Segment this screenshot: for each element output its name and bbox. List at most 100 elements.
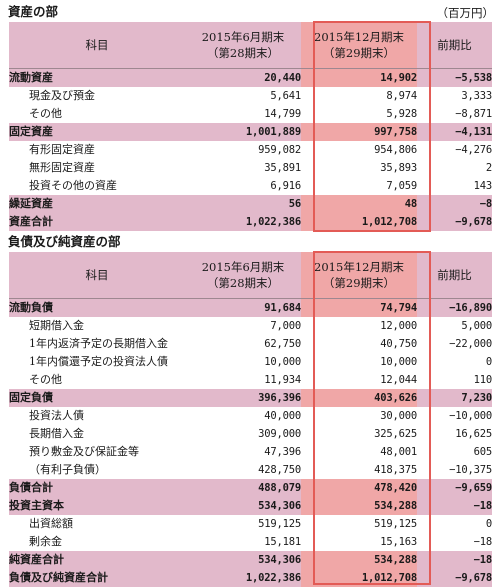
table-row: （有利子負債） 428,750 418,375 −10,375 (9, 461, 492, 479)
row-label: 出資総額 (9, 515, 185, 533)
table-row: 長期借入金 309,000 325,625 16,625 (9, 425, 492, 443)
table-row: その他 14,799 5,928 −8,871 (9, 105, 492, 123)
prev-value: 62,750 (185, 335, 301, 353)
table-row: 1年内償還予定の投資法人債 10,000 10,000 0 (9, 353, 492, 371)
header-prev-date: 2015年6月期末 (201, 30, 285, 44)
table-row: 流動負債 91,684 74,794 −16,890 (9, 298, 492, 317)
prev-value: 534,306 (185, 551, 301, 569)
header-change: 前期比 (417, 252, 492, 299)
change-value: 3,333 (417, 87, 492, 105)
change-value: −4,276 (417, 141, 492, 159)
prev-value: 309,000 (185, 425, 301, 443)
change-value: −8 (417, 195, 492, 213)
curr-value: 5,928 (301, 105, 417, 123)
table-row: 1年内返済予定の長期借入金 62,750 40,750 −22,000 (9, 335, 492, 353)
prev-value: 47,396 (185, 443, 301, 461)
table-row: 有形固定資産 959,082 954,806 −4,276 (9, 141, 492, 159)
curr-value: 14,902 (301, 68, 417, 87)
change-value: −9,659 (417, 479, 492, 497)
change-value: −10,375 (417, 461, 492, 479)
row-label: 純資産合計 (9, 551, 185, 569)
prev-value: 488,079 (185, 479, 301, 497)
header-change: 前期比 (417, 22, 492, 69)
row-label: 流動資産 (9, 68, 185, 87)
row-label: 無形固定資産 (9, 159, 185, 177)
prev-value: 534,306 (185, 497, 301, 515)
curr-value: 15,163 (301, 533, 417, 551)
liabilities-table: 科目 2015年6月期末 （第28期末） 2015年12月期末 （第29期末） 前期… (9, 252, 492, 587)
header-prev-period: 2015年6月期末 （第28期末） (185, 252, 301, 299)
row-label: 投資主資本 (9, 497, 185, 515)
row-label: 流動負債 (9, 298, 185, 317)
table-row: 投資その他の資産 6,916 7,059 143 (9, 177, 492, 195)
prev-value: 396,396 (185, 389, 301, 407)
header-curr-period: 2015年12月期末 （第29期末） (301, 22, 417, 69)
table-row: 現金及び預金 5,641 8,974 3,333 (9, 87, 492, 105)
curr-value: 403,626 (301, 389, 417, 407)
header-prev-term: （第28期末） (206, 46, 280, 60)
change-value: −18 (417, 497, 492, 515)
curr-value: 10,000 (301, 353, 417, 371)
prev-value: 15,181 (185, 533, 301, 551)
table-row: 固定負債 396,396 403,626 7,230 (9, 389, 492, 407)
header-account: 科目 (9, 252, 185, 299)
prev-value: 5,641 (185, 87, 301, 105)
curr-value: 30,000 (301, 407, 417, 425)
change-value: 143 (417, 177, 492, 195)
change-value: 7,230 (417, 389, 492, 407)
header-curr-date: 2015年12月期末 (314, 260, 404, 274)
prev-value: 428,750 (185, 461, 301, 479)
table-row: 流動資産 20,440 14,902 −5,538 (9, 68, 492, 87)
table-row: 投資法人債 40,000 30,000 −10,000 (9, 407, 492, 425)
table-row: 無形固定資産 35,891 35,893 2 (9, 159, 492, 177)
change-value: −10,000 (417, 407, 492, 425)
liabilities-header-row: 科目 2015年6月期末 （第28期末） 2015年12月期末 （第29期末） 前期… (9, 252, 492, 299)
change-value: −8,871 (417, 105, 492, 123)
row-label: 短期借入金 (9, 317, 185, 335)
curr-value: 534,288 (301, 497, 417, 515)
curr-value: 8,974 (301, 87, 417, 105)
curr-value: 997,758 (301, 123, 417, 141)
row-label: 固定資産 (9, 123, 185, 141)
header-curr-period: 2015年12月期末 （第29期末） (301, 252, 417, 299)
row-label: 繰延資産 (9, 195, 185, 213)
prev-value: 519,125 (185, 515, 301, 533)
row-label: 現金及び預金 (9, 87, 185, 105)
row-label: 負債及び純資産合計 (9, 569, 185, 587)
curr-value: 40,750 (301, 335, 417, 353)
curr-value: 1,012,708 (301, 569, 417, 587)
curr-value: 1,012,708 (301, 213, 417, 231)
curr-value: 519,125 (301, 515, 417, 533)
header-prev-period: 2015年6月期末 （第28期末） (185, 22, 301, 69)
table-row: 負債合計 488,079 478,420 −9,659 (9, 479, 492, 497)
row-label: 1年内償還予定の投資法人債 (9, 353, 185, 371)
prev-value: 20,440 (185, 68, 301, 87)
prev-value: 959,082 (185, 141, 301, 159)
row-label: 投資その他の資産 (9, 177, 185, 195)
header-account: 科目 (9, 22, 185, 69)
table-row: その他 11,934 12,044 110 (9, 371, 492, 389)
row-label: 剰余金 (9, 533, 185, 551)
change-value: 16,625 (417, 425, 492, 443)
header-prev-term: （第28期末） (206, 276, 280, 290)
curr-value: 35,893 (301, 159, 417, 177)
table-row: 固定資産 1,001,889 997,758 −4,131 (9, 123, 492, 141)
row-label: 1年内返済予定の長期借入金 (9, 335, 185, 353)
table-row: 剰余金 15,181 15,163 −18 (9, 533, 492, 551)
change-value: 0 (417, 515, 492, 533)
prev-value: 40,000 (185, 407, 301, 425)
row-label: その他 (9, 371, 185, 389)
change-value: −18 (417, 551, 492, 569)
liabilities-section-title: 負債及び純資産の部 (8, 234, 121, 249)
change-value: −9,678 (417, 569, 492, 587)
curr-value: 418,375 (301, 461, 417, 479)
table-row: 負債及び純資産合計 1,022,386 1,012,708 −9,678 (9, 569, 492, 587)
row-label: 投資法人債 (9, 407, 185, 425)
prev-value: 10,000 (185, 353, 301, 371)
prev-value: 1,022,386 (185, 569, 301, 587)
row-label: 負債合計 (9, 479, 185, 497)
curr-value: 478,420 (301, 479, 417, 497)
change-value: −4,131 (417, 123, 492, 141)
assets-header-row: 科目 2015年6月期末 （第28期末） 2015年12月期末 （第29期末） 前期… (9, 22, 492, 69)
header-curr-term: （第29期末） (322, 276, 396, 290)
